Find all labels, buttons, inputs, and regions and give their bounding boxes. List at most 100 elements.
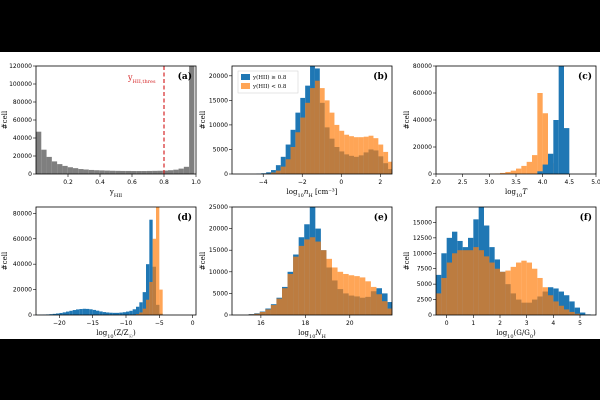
bar-orange-17	[326, 258, 332, 315]
bar-gray-24	[162, 170, 168, 174]
y-tick-label: 40000	[13, 261, 32, 268]
y-tick-label: 15000	[209, 97, 228, 104]
x-tick-label: 4.5	[565, 179, 575, 186]
y-tick-label: 40000	[13, 135, 32, 142]
x-tick-label: 3.0	[485, 179, 495, 186]
bar-orange-20	[329, 112, 335, 174]
bar-orange-13	[304, 239, 310, 315]
bar-blue-11	[72, 310, 76, 315]
x-tick-label: 16	[257, 320, 265, 327]
bar-orange-11	[285, 159, 291, 174]
bar-blue-20	[102, 312, 106, 315]
bar-blue-5	[52, 313, 56, 315]
bar-gray-22	[152, 170, 158, 174]
bar-orange-12	[500, 172, 506, 174]
bar-orange-18	[319, 88, 325, 174]
x-tick-label: 0	[339, 179, 343, 186]
bar-orange-14	[309, 237, 316, 315]
bar-orange-22	[553, 301, 559, 315]
x-tick-label: 0.4	[95, 179, 105, 186]
bar-orange-18	[532, 268, 538, 315]
legend-swatch-blue	[241, 74, 250, 80]
x-tick-label: 3	[525, 320, 529, 327]
bar-orange-5	[462, 250, 468, 315]
bar-blue-25	[119, 312, 123, 315]
bar-orange-5	[259, 311, 266, 315]
x-tick-label: −20	[53, 320, 66, 327]
x-axis-label: log10(Z/Z☉)	[96, 329, 136, 339]
bar-orange-9	[484, 256, 490, 315]
bar-gray-4	[57, 164, 63, 174]
panel-tag: (e)	[374, 212, 388, 223]
bar-blue-21	[548, 153, 554, 174]
bar-orange-28	[368, 135, 374, 174]
bar-orange-25	[370, 286, 377, 315]
bar-blue-24	[116, 312, 120, 315]
x-tick-label: −5	[155, 320, 164, 327]
bars	[248, 207, 392, 315]
bar-gray-16	[120, 170, 126, 174]
bar-blue-18	[96, 310, 100, 315]
bar-blue-7	[59, 312, 63, 315]
bar-orange-12	[298, 245, 305, 315]
axes-frame	[35, 65, 197, 175]
bar-blue-22	[553, 120, 559, 174]
bars	[489, 66, 570, 174]
bar-blue-9	[275, 165, 281, 174]
bar-orange-14	[510, 170, 516, 174]
y-axis-label: #cell	[1, 110, 9, 129]
bar-gray-27	[178, 168, 184, 174]
bar-blue-10	[280, 156, 286, 174]
y-tick-label: 120000	[9, 63, 32, 70]
bar-orange-19	[337, 271, 344, 315]
bar-blue-26	[122, 312, 126, 315]
bar-gray-11	[94, 170, 100, 174]
bar-orange-29	[373, 138, 379, 174]
panel-tag: (b)	[373, 71, 388, 82]
bar-blue-27	[126, 311, 130, 315]
bar-orange-27	[382, 301, 388, 315]
x-tick-label: 1	[471, 320, 475, 327]
x-axis-label: log10NH	[298, 329, 326, 339]
bar-blue-13	[79, 309, 83, 315]
bar-gray-26	[173, 169, 179, 174]
bar-blue-16	[89, 309, 93, 315]
bar-gray-1	[41, 149, 47, 174]
bar-blue-20	[542, 164, 548, 174]
y-tick-label: 5000	[213, 290, 228, 297]
bar-blue-26	[574, 307, 580, 315]
y-tick-label: 5000	[213, 146, 228, 153]
panel-6: 0 1 2 3 4 5 0 2500 5000 7500 10000 12500 15000 log10(…	[403, 206, 597, 339]
bar-orange-23	[344, 134, 350, 174]
bar-orange-19	[324, 100, 330, 174]
y-axis-label: #cell	[1, 251, 9, 270]
panel-1: yHII,thres 0.2 0.4 0.6 0.8 1.0 0 20000 40000 6000…	[1, 63, 201, 199]
bar-orange-3	[452, 253, 458, 315]
bar-orange-14	[300, 117, 306, 174]
bar-orange-21	[348, 275, 355, 315]
bar-gray-29	[189, 66, 195, 174]
axes-frame	[435, 65, 597, 175]
y-axis-label: #cell	[403, 110, 411, 129]
bar-blue-31	[139, 302, 143, 315]
bar-gray-15	[115, 170, 121, 174]
bar-orange-26	[376, 294, 382, 315]
bar-orange-15	[315, 241, 321, 315]
y-tick-label: 10000	[209, 269, 228, 276]
y-tick-label: 12500	[413, 235, 432, 242]
bar-gray-19	[136, 171, 142, 174]
bar-orange-8	[271, 172, 276, 174]
bar-orange-8	[276, 298, 282, 315]
bar-blue-19	[99, 311, 103, 315]
bar-orange-25	[569, 311, 575, 315]
bar-orange-21	[334, 124, 340, 174]
y-tick-label: 0	[428, 312, 432, 319]
y-tick-label: 20000	[13, 153, 32, 160]
bar-orange-31	[139, 312, 143, 315]
bar-blue-34	[149, 219, 153, 315]
threshold-label: yHII,thres	[127, 73, 156, 85]
bar-orange-13	[295, 132, 301, 174]
bar-orange-8	[478, 250, 484, 315]
bar-blue-25	[569, 301, 575, 315]
bar-blue-12	[76, 309, 80, 315]
